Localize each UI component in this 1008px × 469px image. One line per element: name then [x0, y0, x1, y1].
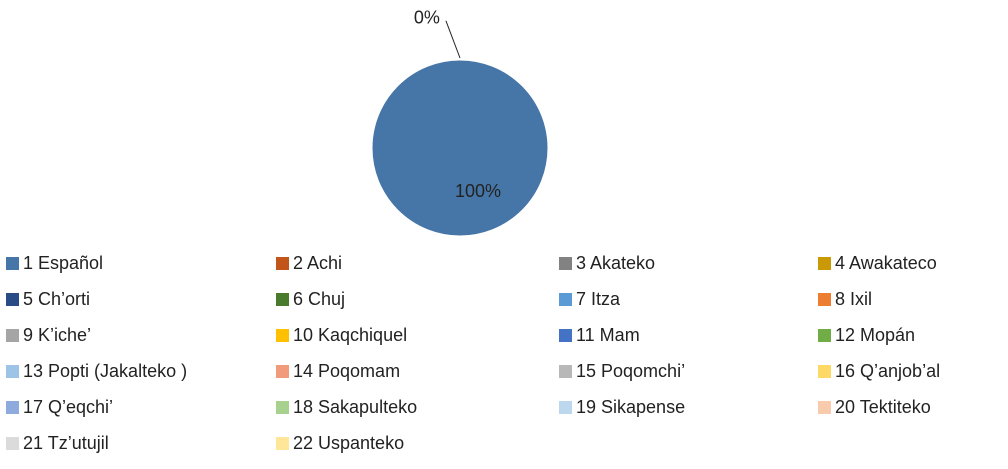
legend-swatch: [276, 293, 289, 306]
leader-line: [445, 20, 461, 59]
legend-label: 20 Tektiteko: [835, 397, 931, 417]
data-label: 100%: [455, 181, 501, 201]
pie-slice: [371, 59, 549, 237]
legend-swatch: [6, 257, 19, 270]
legend-swatch: [276, 401, 289, 414]
legend-label: 4 Awakateco: [835, 253, 937, 273]
legend-swatch: [818, 401, 831, 414]
legend-label: 22 Uspanteko: [293, 433, 404, 453]
legend-label: 6 Chuj: [293, 289, 345, 309]
legend-label: 3 Akateko: [576, 253, 655, 273]
legend-label: 7 Itza: [576, 289, 621, 309]
legend-swatch: [6, 401, 19, 414]
legend-label: 16 Q’anjob’al: [835, 361, 940, 381]
legend-label: 18 Sakapulteko: [293, 397, 417, 417]
legend-swatch: [276, 437, 289, 450]
legend-swatch: [559, 329, 572, 342]
legend-label: 8 Ixil: [835, 289, 872, 309]
legend-label: 17 Q’eqchi’: [23, 397, 113, 417]
legend-swatch: [6, 365, 19, 378]
legend-label: 12 Mopán: [835, 325, 915, 345]
legend-swatch: [559, 257, 572, 270]
legend-swatch: [559, 401, 572, 414]
legend-swatch: [276, 329, 289, 342]
legend-swatch: [6, 329, 19, 342]
legend-swatch: [818, 365, 831, 378]
legend-swatch: [818, 329, 831, 342]
legend-label: 10 Kaqchiquel: [293, 325, 407, 345]
legend-label: 14 Poqomam: [293, 361, 400, 381]
legend-label: 15 Poqomchi’: [576, 361, 685, 381]
legend-swatch: [559, 293, 572, 306]
legend-swatch: [6, 293, 19, 306]
legend-label: 19 Sikapense: [576, 397, 685, 417]
legend-label: 21 Tz’utujil: [23, 433, 109, 453]
legend-swatch: [818, 257, 831, 270]
legend-swatch: [276, 257, 289, 270]
legend-label: 13 Popti (Jakalteko ): [23, 361, 187, 381]
legend-swatch: [6, 437, 19, 450]
legend-swatch: [559, 365, 572, 378]
legend-swatch: [276, 365, 289, 378]
data-label: 0%: [414, 8, 440, 28]
legend-swatch: [818, 293, 831, 306]
legend-label: 1 Español: [23, 253, 103, 273]
legend-label: 5 Ch’orti: [23, 289, 90, 309]
legend-label: 9 K’iche’: [23, 325, 91, 345]
legend-label: 11 Mam: [576, 325, 640, 345]
legend-label: 2 Achi: [293, 253, 342, 273]
